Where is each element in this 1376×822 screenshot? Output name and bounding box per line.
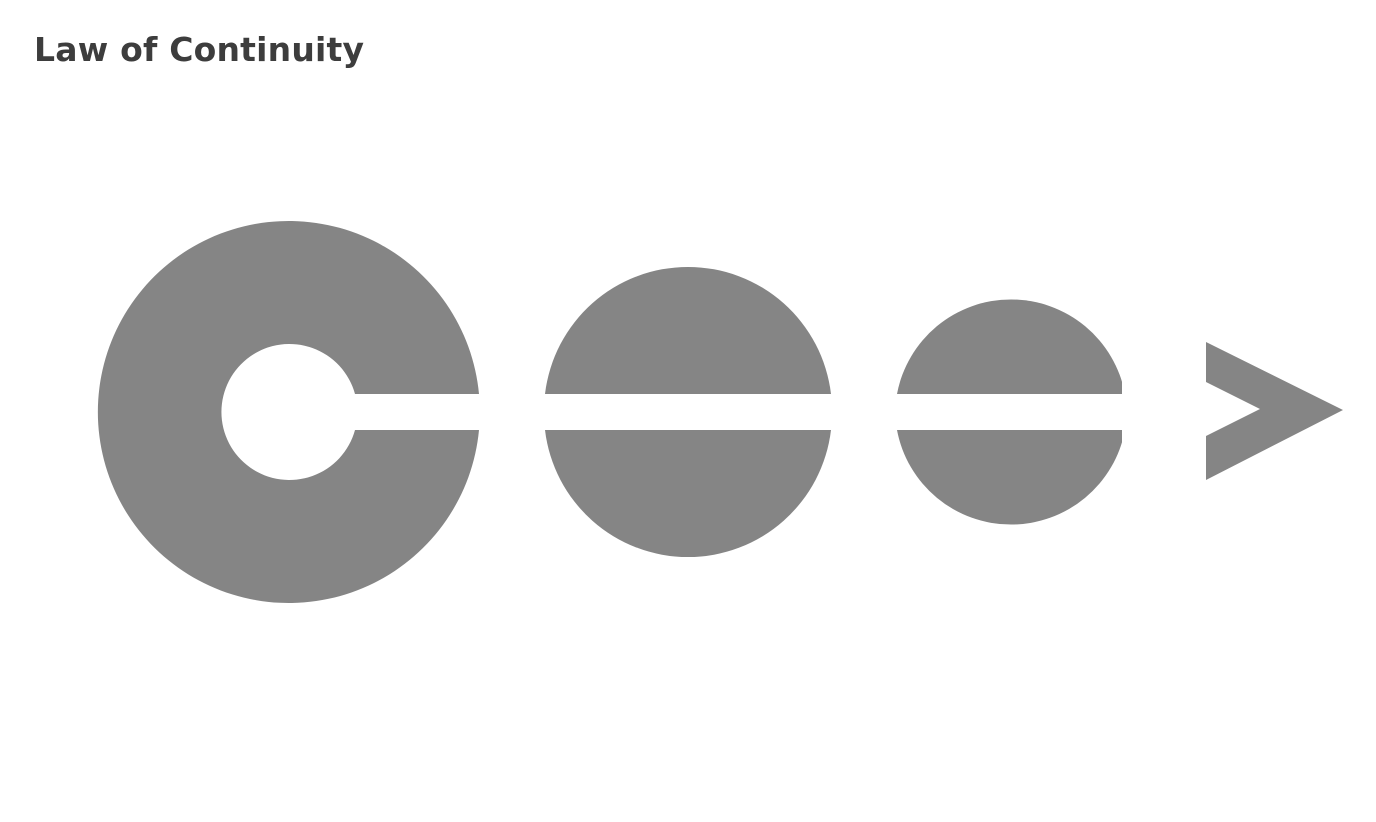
arrowhead — [1206, 342, 1343, 480]
page-title: Law of Continuity — [34, 30, 365, 69]
split-circle-small — [897, 299, 1122, 525]
ring-shape — [97, 221, 479, 603]
split-circle-small-top — [897, 299, 1122, 394]
split-circle-small-bottom — [897, 430, 1122, 525]
split-circle-large-top — [545, 266, 831, 394]
split-circle-large-bottom — [545, 430, 831, 558]
